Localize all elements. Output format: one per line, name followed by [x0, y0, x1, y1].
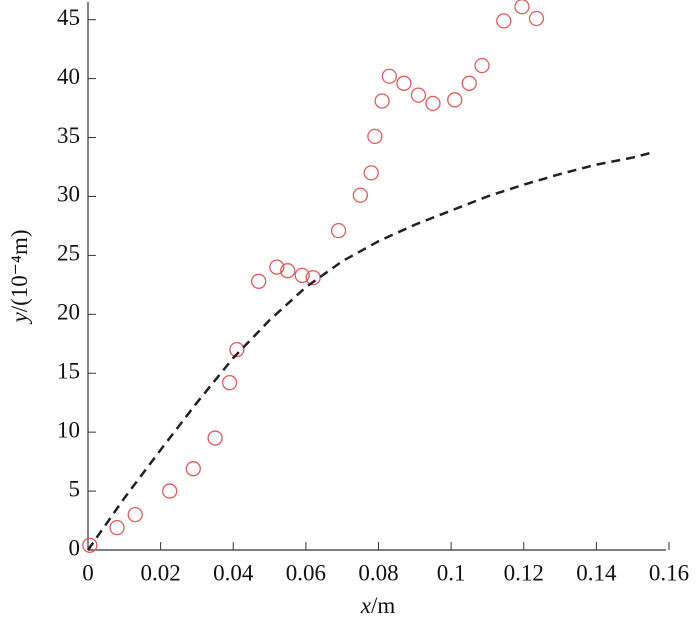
data-point [330, 222, 347, 239]
data-point [496, 13, 512, 29]
x-label-rest: /m [371, 593, 395, 618]
data-point [207, 430, 223, 446]
data-point [374, 93, 390, 109]
fit-curve [86, 151, 652, 551]
y-label-italic: y [7, 311, 32, 324]
x-tick-label: 0.1 [437, 560, 466, 585]
y-tick-label: 15 [57, 359, 80, 384]
x-tick-label: 0.06 [286, 560, 326, 585]
data-point [162, 483, 178, 499]
y-tick-label: 0 [69, 535, 81, 560]
data-point [381, 68, 398, 84]
data-point [127, 506, 143, 523]
data-point [221, 375, 238, 391]
x-tick-label: 0.16 [649, 560, 689, 585]
data-point [294, 267, 310, 284]
data-point [251, 273, 267, 289]
data-point [474, 57, 490, 74]
data-point [229, 342, 245, 358]
x-tick-label: 0.04 [213, 560, 254, 585]
data-point [82, 537, 98, 553]
y-tick-label: 5 [69, 476, 81, 501]
data-point [363, 165, 379, 181]
x-tick-label: 0.02 [141, 560, 181, 585]
data-point [425, 95, 441, 112]
data-point [280, 263, 296, 279]
y-tick-label: 30 [57, 182, 80, 207]
data-point [185, 461, 201, 477]
data-point [305, 270, 321, 286]
x-tick-label: 0 [82, 560, 94, 585]
y-tick-label: 10 [57, 417, 80, 442]
data-point [396, 75, 412, 91]
y-tick-label: 20 [57, 300, 80, 325]
y-tick-label: 25 [57, 241, 80, 266]
y-axis-label: y/(10⁻⁴m) [7, 230, 32, 325]
data-point [269, 259, 285, 275]
x-tick-label: 0.08 [358, 560, 398, 585]
data-point [367, 128, 383, 144]
x-tick-label: 0.14 [576, 560, 617, 585]
y-tick-label: 40 [57, 64, 80, 89]
x-tick-label: 0.12 [504, 560, 544, 585]
data-point [410, 87, 427, 103]
data-point [461, 75, 477, 91]
data-point [109, 519, 125, 536]
y-tick-label: 35 [57, 123, 80, 148]
y-tick-label: 45 [57, 5, 80, 30]
x-axis-label: x/m [360, 593, 396, 618]
data-point [514, 0, 530, 15]
y-label-rest: /(10⁻⁴m) [7, 230, 32, 313]
data-point [528, 10, 545, 27]
data-point [447, 92, 463, 108]
x-label-italic: x [360, 593, 372, 618]
data-point [352, 187, 368, 203]
